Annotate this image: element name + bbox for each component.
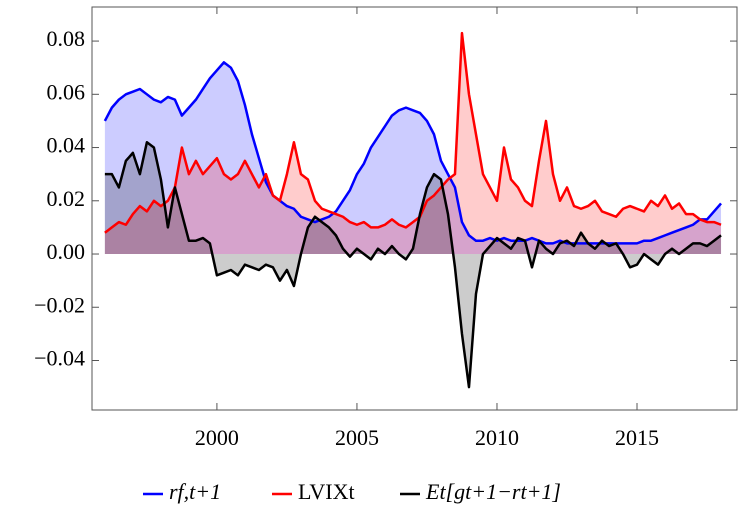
x-tick-label: 2000 (195, 425, 239, 450)
area (104, 33, 722, 255)
y-tick-label: 0.06 (47, 79, 86, 104)
area (104, 142, 722, 388)
y-tick-label: −0.02 (34, 292, 85, 317)
legend-label: Et[gt+1−rt+1] (425, 479, 561, 504)
y-tick-label: 0.02 (47, 186, 86, 211)
x-tick-label: 2010 (475, 425, 519, 450)
y-tick-label: 0.00 (47, 239, 86, 264)
area (104, 62, 722, 255)
x-tick-label: 2005 (335, 425, 379, 450)
x-tick-label: 2015 (615, 425, 659, 450)
line (104, 140, 722, 389)
line (104, 31, 722, 234)
y-tick-label: 0.04 (47, 133, 86, 158)
y-tick-label: −0.04 (34, 346, 85, 371)
line (103, 61, 722, 245)
plot-frame (91, 6, 738, 411)
legend-label: rf,t+1 (169, 479, 221, 504)
y-tick-label: 0.08 (47, 26, 86, 51)
legend-label: LVIXt (298, 479, 355, 504)
